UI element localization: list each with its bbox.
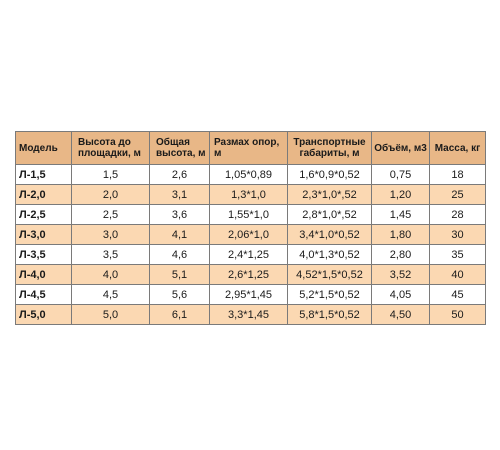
cell-total-height: 3,6	[149, 204, 210, 225]
cell-model: Л-2,0	[15, 184, 72, 205]
cell-mass: 28	[429, 204, 486, 225]
cell-transport-dims: 2,8*1,0*,52	[287, 204, 372, 225]
cell-model: Л-4,0	[15, 264, 72, 285]
cell-platform-height: 4,5	[71, 284, 150, 305]
cell-transport-dims: 4,0*1,3*0,52	[287, 244, 372, 265]
cell-total-height: 6,1	[149, 304, 210, 325]
table-row: Л-5,0 5,0 6,1 3,3*1,45 5,8*1,5*0,52 4,50…	[15, 304, 486, 325]
cell-mass: 35	[429, 244, 486, 265]
cell-mass: 45	[429, 284, 486, 305]
header-volume: Объём, м3	[371, 131, 430, 165]
cell-mass: 18	[429, 164, 486, 185]
cell-transport-dims: 5,2*1,5*0,52	[287, 284, 372, 305]
cell-support-span: 2,6*1,25	[209, 264, 288, 285]
header-platform-height: Высота до площадки, м	[71, 131, 150, 165]
cell-platform-height: 3,5	[71, 244, 150, 265]
cell-support-span: 2,4*1,25	[209, 244, 288, 265]
cell-total-height: 2,6	[149, 164, 210, 185]
cell-model: Л-3,5	[15, 244, 72, 265]
table-header-row: Модель Высота до площадки, м Общая высот…	[15, 131, 486, 165]
cell-mass: 50	[429, 304, 486, 325]
cell-support-span: 2,06*1,0	[209, 224, 288, 245]
cell-total-height: 5,1	[149, 264, 210, 285]
cell-mass: 30	[429, 224, 486, 245]
cell-volume: 4,50	[371, 304, 430, 325]
cell-mass: 40	[429, 264, 486, 285]
table-row: Л-2,0 2,0 3,1 1,3*1,0 2,3*1,0*,52 1,20 2…	[15, 184, 486, 205]
cell-volume: 1,80	[371, 224, 430, 245]
table-row: Л-2,5 2,5 3,6 1,55*1,0 2,8*1,0*,52 1,45 …	[15, 204, 486, 225]
header-transport-dims: Транспортные габариты, м	[287, 131, 372, 165]
table-row: Л-3,0 3,0 4,1 2,06*1,0 3,4*1,0*0,52 1,80…	[15, 224, 486, 245]
cell-volume: 4,05	[371, 284, 430, 305]
header-model: Модель	[15, 131, 72, 165]
cell-model: Л-1,5	[15, 164, 72, 185]
cell-support-span: 2,95*1,45	[209, 284, 288, 305]
cell-total-height: 3,1	[149, 184, 210, 205]
table-row: Л-4,5 4,5 5,6 2,95*1,45 5,2*1,5*0,52 4,0…	[15, 284, 486, 305]
cell-platform-height: 4,0	[71, 264, 150, 285]
cell-total-height: 5,6	[149, 284, 210, 305]
cell-support-span: 1,3*1,0	[209, 184, 288, 205]
cell-model: Л-5,0	[15, 304, 72, 325]
cell-support-span: 1,05*0,89	[209, 164, 288, 185]
header-mass: Масса, кг	[429, 131, 486, 165]
cell-transport-dims: 3,4*1,0*0,52	[287, 224, 372, 245]
cell-support-span: 3,3*1,45	[209, 304, 288, 325]
cell-support-span: 1,55*1,0	[209, 204, 288, 225]
specs-table-container: Модель Высота до площадки, м Общая высот…	[15, 131, 486, 325]
table-row: Л-4,0 4,0 5,1 2,6*1,25 4,52*1,5*0,52 3,5…	[15, 264, 486, 285]
cell-mass: 25	[429, 184, 486, 205]
cell-transport-dims: 2,3*1,0*,52	[287, 184, 372, 205]
cell-transport-dims: 1,6*0,9*0,52	[287, 164, 372, 185]
cell-model: Л-2,5	[15, 204, 72, 225]
cell-volume: 3,52	[371, 264, 430, 285]
table-row: Л-1,5 1,5 2,6 1,05*0,89 1,6*0,9*0,52 0,7…	[15, 164, 486, 185]
cell-platform-height: 5,0	[71, 304, 150, 325]
cell-total-height: 4,6	[149, 244, 210, 265]
cell-total-height: 4,1	[149, 224, 210, 245]
cell-volume: 1,45	[371, 204, 430, 225]
cell-transport-dims: 4,52*1,5*0,52	[287, 264, 372, 285]
cell-platform-height: 1,5	[71, 164, 150, 185]
cell-volume: 0,75	[371, 164, 430, 185]
cell-volume: 2,80	[371, 244, 430, 265]
header-total-height: Общая высота, м	[149, 131, 210, 165]
header-support-span: Размах опор, м	[209, 131, 288, 165]
specs-table: Модель Высота до площадки, м Общая высот…	[15, 131, 486, 325]
cell-volume: 1,20	[371, 184, 430, 205]
cell-model: Л-3,0	[15, 224, 72, 245]
cell-model: Л-4,5	[15, 284, 72, 305]
cell-platform-height: 2,0	[71, 184, 150, 205]
cell-platform-height: 3,0	[71, 224, 150, 245]
table-row: Л-3,5 3,5 4,6 2,4*1,25 4,0*1,3*0,52 2,80…	[15, 244, 486, 265]
cell-transport-dims: 5,8*1,5*0,52	[287, 304, 372, 325]
cell-platform-height: 2,5	[71, 204, 150, 225]
